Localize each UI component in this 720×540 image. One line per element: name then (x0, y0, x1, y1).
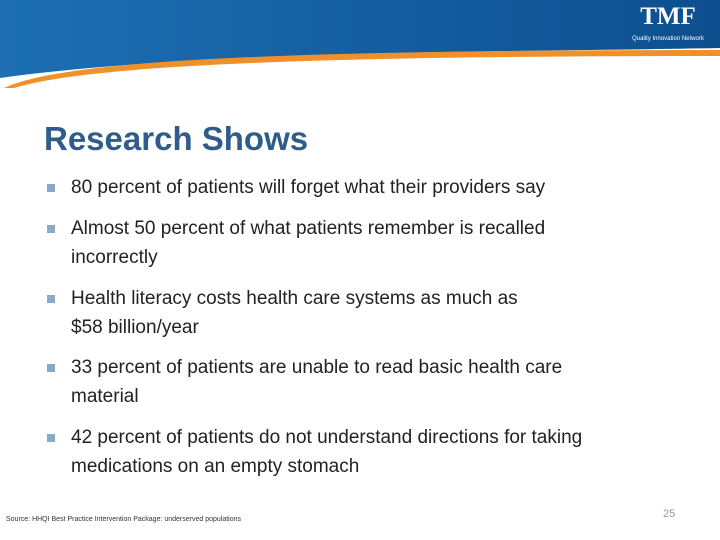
bullet-text: Health literacy costs health care system… (71, 288, 518, 309)
orange-swoosh (4, 50, 720, 88)
source: Source: HHQI Best Practice Intervention … (6, 516, 242, 523)
bullet-text: 42 percent of patients do not understand… (71, 427, 583, 448)
bullet-text: 33 percent of patients are unable to rea… (71, 357, 563, 378)
bullet-text: Almost 50 percent of what patients remem… (71, 218, 546, 239)
bullet-marker (47, 364, 55, 372)
bullet-text: incorrectly (71, 247, 158, 268)
bullet-text: medications on an empty stomach (71, 456, 360, 477)
bullet-marker (47, 225, 55, 233)
bullet-text: $58 billion/year (71, 317, 199, 338)
bullet-marker (47, 184, 55, 192)
logo: TMF (640, 3, 696, 30)
blue-swoosh (0, 0, 720, 78)
header-banner: TMF Quality Innovation Network (0, 0, 720, 88)
title: Research Shows (44, 120, 309, 157)
logo-subtitle: Quality Innovation Network (632, 36, 705, 42)
bullet-text: material (71, 386, 139, 407)
page-number: 25 (663, 508, 676, 520)
bullet-text: 80 percent of patients will forget what … (71, 177, 546, 198)
bullet-marker (47, 295, 55, 303)
bullet-marker (47, 434, 55, 442)
